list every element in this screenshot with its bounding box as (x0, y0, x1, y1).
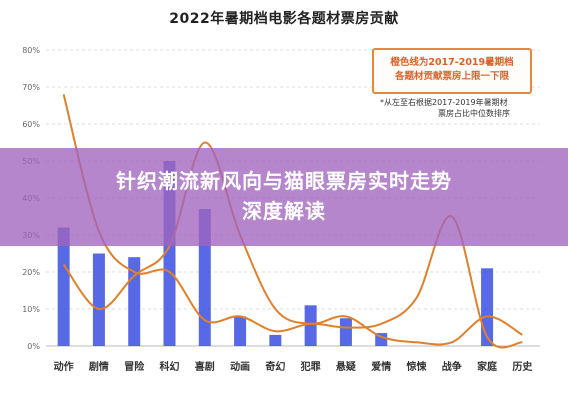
x-tick-label: 惊悚 (407, 360, 428, 373)
x-tick-label: 动画 (230, 360, 250, 373)
bar (481, 268, 494, 346)
y-tick-label: 0% (27, 342, 40, 351)
bar (339, 318, 352, 346)
x-tick-label: 冒险 (124, 360, 145, 373)
bar (269, 334, 282, 346)
x-tick-label: 历史 (512, 360, 533, 373)
y-tick-label: 70% (22, 83, 40, 92)
chart-title: 2022年暑期档电影各题材票房贡献 (169, 11, 399, 27)
x-tick-label: 战争 (442, 360, 462, 373)
x-tick-label: 喜剧 (195, 360, 215, 373)
overlay-banner: 针织潮流新风向与猫眼票房实时走势 深度解读 (0, 148, 568, 246)
bar (304, 305, 317, 346)
y-tick-label: 60% (22, 120, 40, 129)
bar (92, 253, 105, 346)
x-tick-label: 悬疑 (335, 360, 357, 373)
x-tick-label: 动作 (54, 360, 74, 373)
x-axis-ticks: 动作 剧情 冒险 科幻 喜剧 动画 奇幻 犯罪 悬疑 爱情 惊悚 战争 家庭 历史 (54, 360, 534, 373)
x-tick-label: 家庭 (477, 360, 498, 373)
y-tick-label: 10% (22, 305, 40, 314)
x-tick-label: 奇幻 (265, 360, 285, 373)
bar (57, 227, 70, 346)
annotation-box-line1: 橙色线为2017-2019暑期档 (390, 57, 514, 68)
annotation-note-line2: 票房占比中位数排序 (438, 109, 510, 118)
banner-line2: 深度解读 (242, 199, 326, 223)
x-tick-label: 爱情 (371, 360, 391, 373)
annotation-note: *从左至右根据2017-2019年暑期材 票房占比中位数排序 (380, 97, 540, 119)
banner-line1: 针织潮流新风向与猫眼票房实时走势 (116, 169, 452, 193)
x-tick-label: 犯罪 (300, 360, 321, 373)
annotation-note-line1: *从左至右根据2017-2019年暑期材 (380, 98, 508, 107)
y-tick-label: 20% (22, 268, 40, 277)
y-tick-label: 80% (22, 46, 40, 55)
x-tick-label: 科幻 (160, 360, 180, 373)
annotation-box-line2: 各题材贡献票房上限一下限 (394, 71, 509, 82)
bar (234, 316, 247, 346)
x-tick-label: 剧情 (89, 360, 109, 373)
annotation-box: 橙色线为2017-2019暑期档 各题材贡献票房上限一下限 (372, 48, 532, 94)
series-line (62, 141, 523, 346)
